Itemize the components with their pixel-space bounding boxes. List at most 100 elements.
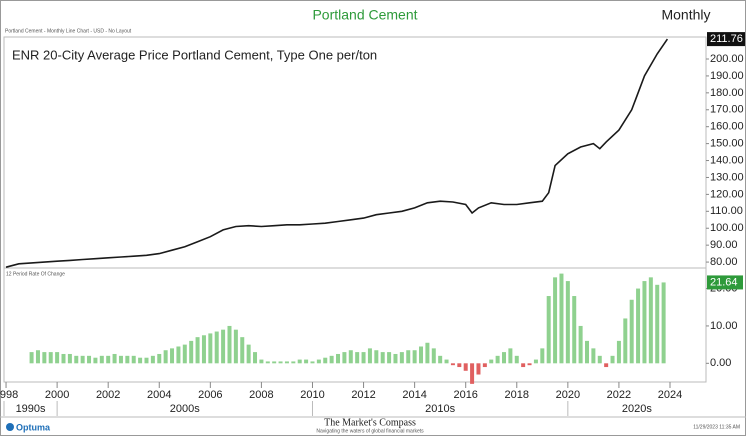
roc-bar bbox=[316, 359, 321, 364]
roc-bar bbox=[559, 273, 564, 364]
decade-label: 2010s bbox=[425, 403, 455, 415]
roc-bar bbox=[399, 352, 404, 364]
roc-bar bbox=[182, 344, 187, 364]
roc-bar bbox=[572, 296, 577, 364]
roc-bar bbox=[438, 355, 443, 364]
roc-bar bbox=[214, 331, 219, 364]
y-tick-label: 140.00 bbox=[710, 154, 744, 166]
roc-bar bbox=[67, 353, 72, 364]
roc-bar bbox=[284, 361, 289, 364]
roc-bar bbox=[616, 340, 621, 364]
roc-bar bbox=[502, 352, 507, 364]
x-tick-label: 2024 bbox=[658, 389, 682, 401]
roc-bar bbox=[444, 359, 449, 364]
roc-bar bbox=[208, 333, 213, 364]
roc-bar bbox=[380, 352, 385, 364]
roc-bar bbox=[201, 335, 206, 364]
roc-bar bbox=[297, 359, 302, 364]
roc-bar bbox=[118, 355, 123, 364]
roc-bar bbox=[29, 352, 34, 364]
roc-bar bbox=[610, 355, 615, 364]
y-tick-label: 150.00 bbox=[710, 138, 744, 150]
roc-bar bbox=[144, 357, 149, 364]
roc-bar bbox=[61, 353, 66, 364]
roc-bar bbox=[189, 340, 194, 364]
roc-bar bbox=[374, 350, 379, 364]
roc-bar bbox=[348, 350, 353, 364]
roc-bar bbox=[265, 361, 270, 364]
roc-bar bbox=[176, 346, 181, 364]
roc-bar bbox=[125, 355, 130, 364]
roc-bar bbox=[150, 355, 155, 364]
x-tick-label: 2008 bbox=[249, 389, 273, 401]
roc-bar bbox=[642, 281, 647, 364]
y-tick-label: 180.00 bbox=[710, 87, 744, 99]
last-value: 211.76 bbox=[710, 33, 743, 45]
roc-bar bbox=[272, 361, 277, 364]
y-tick-label: 170.00 bbox=[710, 104, 744, 116]
roc-panel bbox=[3, 267, 707, 383]
roc-bar bbox=[604, 363, 609, 368]
roc-bar bbox=[661, 282, 666, 364]
roc-bar bbox=[655, 284, 660, 364]
roc-bar bbox=[367, 348, 372, 364]
price-title: ENR 20-City Average Price Portland Cemen… bbox=[12, 47, 377, 62]
x-tick-label: 2018 bbox=[505, 389, 529, 401]
roc-bar bbox=[163, 350, 168, 364]
roc-bar bbox=[521, 363, 526, 368]
roc-bar bbox=[291, 361, 296, 364]
roc-bar bbox=[42, 352, 47, 364]
decade-label: 1990s bbox=[16, 403, 46, 415]
roc-bar bbox=[240, 337, 245, 364]
y-tick-label: 160.00 bbox=[710, 121, 744, 133]
price-line bbox=[5, 38, 669, 268]
x-tick-label: 2006 bbox=[198, 389, 222, 401]
roc-bar bbox=[412, 350, 417, 364]
logo-icon bbox=[6, 423, 14, 431]
roc-bar bbox=[540, 348, 545, 364]
y-tick-label: 200.00 bbox=[710, 53, 744, 65]
roc-bar bbox=[457, 363, 462, 368]
roc-bar bbox=[482, 363, 487, 368]
roc-title: 12 Period Rate Of Change bbox=[6, 271, 65, 277]
roc-bar bbox=[99, 355, 104, 364]
roc-bar bbox=[636, 288, 641, 364]
y-tick-label: 10.00 bbox=[710, 320, 738, 332]
roc-bar bbox=[80, 355, 85, 364]
roc-bar bbox=[253, 352, 258, 364]
last-value-box bbox=[707, 275, 743, 290]
roc-bar bbox=[565, 281, 570, 364]
y-tick-label: 110.00 bbox=[710, 205, 743, 217]
x-tick-label: 2020 bbox=[556, 389, 580, 401]
y-tick-label: 0.00 bbox=[710, 357, 731, 369]
timestamp: 11/29/2023 11:35 AM bbox=[693, 424, 740, 430]
x-tick-label: 2002 bbox=[96, 389, 120, 401]
y-tick-label: 190.00 bbox=[710, 70, 744, 82]
roc-bar bbox=[584, 340, 589, 364]
logo: Optuma bbox=[16, 422, 51, 432]
y-tick-label: 130.00 bbox=[710, 171, 744, 183]
roc-bar bbox=[553, 277, 558, 364]
roc-bar bbox=[278, 361, 283, 364]
roc-bar bbox=[87, 355, 92, 364]
roc-bar bbox=[393, 353, 398, 364]
roc-bar bbox=[419, 346, 424, 364]
last-value: 21.64 bbox=[710, 276, 738, 288]
roc-bar bbox=[138, 357, 143, 364]
roc-bar bbox=[233, 329, 238, 364]
roc-bar bbox=[450, 363, 455, 366]
roc-bar bbox=[170, 348, 175, 364]
roc-bar bbox=[259, 359, 264, 364]
roc-bar bbox=[546, 296, 551, 364]
roc-bar bbox=[489, 359, 494, 364]
x-tick-label: 2010 bbox=[300, 389, 324, 401]
roc-bar bbox=[336, 353, 341, 364]
roc-bar bbox=[106, 355, 111, 364]
roc-bar bbox=[112, 353, 117, 364]
roc-bar bbox=[508, 348, 513, 364]
roc-bar bbox=[648, 277, 653, 364]
y-tick-label: 120.00 bbox=[710, 188, 744, 200]
roc-bar bbox=[597, 355, 602, 364]
roc-bar bbox=[157, 353, 162, 364]
